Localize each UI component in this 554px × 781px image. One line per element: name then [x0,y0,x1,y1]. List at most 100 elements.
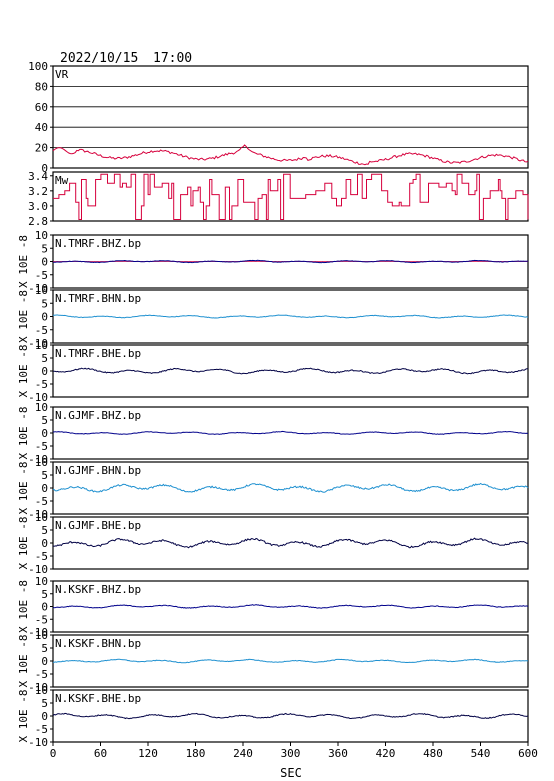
y-tick-label: 5 [41,697,48,710]
y-tick-label: 5 [41,242,48,255]
panel-label: N.GJMF.BHZ.bp [55,409,141,422]
x-tick-label: 600 [518,747,538,760]
unit-label: X 10E -8 [17,517,30,570]
waveform-line [52,537,529,549]
y-tick-label: -10 [28,736,48,749]
panel-label: N.KSKF.BHN.bp [55,637,141,650]
y-tick-label: 10 [35,511,48,524]
y-tick-label: 3.4 [28,170,48,183]
y-tick-label: -5 [35,495,48,508]
x-tick-label: 420 [376,747,396,760]
y-tick-label: 0 [41,655,48,668]
y-tick-label: 5 [41,524,48,537]
panel-label: N.KSKF.BHZ.bp [55,583,141,596]
y-tick-label: 10 [35,284,48,297]
y-tick-label: 10 [35,684,48,697]
waveform-line [53,173,529,220]
y-tick-label: 0 [41,162,48,175]
y-tick-label: -5 [35,613,48,626]
y-tick-label: 10 [35,575,48,588]
y-tick-label: -10 [28,626,48,639]
panel-label: N.KSKF.BHE.bp [55,692,141,705]
y-tick-label: 5 [41,352,48,365]
y-tick-label: 3.2 [28,185,48,198]
waveform-line [52,314,529,319]
waveform-line [52,482,529,493]
y-tick-label: -5 [35,668,48,681]
y-tick-label: 2.8 [28,215,48,228]
y-tick-label: -10 [28,453,48,466]
y-tick-label: 0 [41,601,48,614]
y-tick-label: -5 [35,440,48,453]
unit-label: X 10E -8 [17,407,30,460]
y-tick-label: -10 [28,681,48,694]
y-tick-label: -5 [35,324,48,337]
y-tick-label: 0 [41,365,48,378]
y-tick-label: 60 [35,101,48,114]
panel-frame [52,65,529,169]
x-tick-label: 240 [233,747,253,760]
x-tick-label: 540 [471,747,491,760]
y-tick-label: -10 [28,563,48,576]
y-tick-label: 0 [41,311,48,324]
y-tick-label: 0 [41,256,48,269]
panel-label: N.TMRF.BHN.bp [55,292,141,305]
y-tick-label: -10 [28,282,48,295]
y-tick-label: 40 [35,121,48,134]
panel-mw: 2.8 3.0 3.2 3.4 Mw [28,170,529,228]
y-tick-label: 5 [41,297,48,310]
y-tick-label: -5 [35,550,48,563]
y-tick-label: -5 [35,723,48,736]
y-tick-label: 10 [35,339,48,352]
x-axis-label: SEC [280,766,302,780]
unit-label: X 10E -8 [17,235,30,288]
y-tick-label: 0 [41,427,48,440]
x-axis: 0 60 120 180 240 300 360 420 480 540 600 [50,742,538,760]
x-tick-label: 180 [186,747,206,760]
y-tick-label: 100 [28,60,48,73]
panel-vr: 0 20 40 60 80 100 VR [28,60,529,175]
waveform-line [52,367,528,375]
unit-label: X 10E -8 [17,635,30,688]
panel-label: N.TMRF.BHZ.bp [55,237,141,250]
y-tick-label: 0 [41,482,48,495]
y-tick-label: 5 [41,588,48,601]
y-tick-label: 10 [35,229,48,242]
y-tick-label: 10 [35,456,48,469]
waveform-line [52,144,529,166]
y-tick-label: 10 [35,401,48,414]
header-date: 2022/10/15 [60,51,138,66]
y-tick-label: 5 [41,414,48,427]
y-tick-label: -10 [28,391,48,404]
x-tick-label: 300 [281,747,301,760]
unit-label: X 10E -8 [17,462,30,515]
y-tick-label: -10 [28,508,48,521]
y-tick-label: -5 [35,269,48,282]
y-tick-label: -5 [35,378,48,391]
y-tick-label: 0 [41,537,48,550]
x-tick-label: 60 [94,747,107,760]
x-tick-label: 0 [50,747,57,760]
y-tick-label: 20 [35,142,48,155]
y-tick-label: 0 [41,710,48,723]
x-tick-label: 360 [328,747,348,760]
waveform-line [53,658,529,664]
panel-label: N.GJMF.BHE.bp [55,519,141,532]
panel-label: N.GJMF.BHN.bp [55,464,141,477]
x-tick-label: 480 [423,747,443,760]
panel-label: N.TMRF.BHE.bp [55,347,141,360]
waveform-line [52,259,529,264]
y-tick-label: 5 [41,469,48,482]
unit-label: X 10E -8 [17,345,30,398]
y-tick-label: 80 [35,80,48,93]
